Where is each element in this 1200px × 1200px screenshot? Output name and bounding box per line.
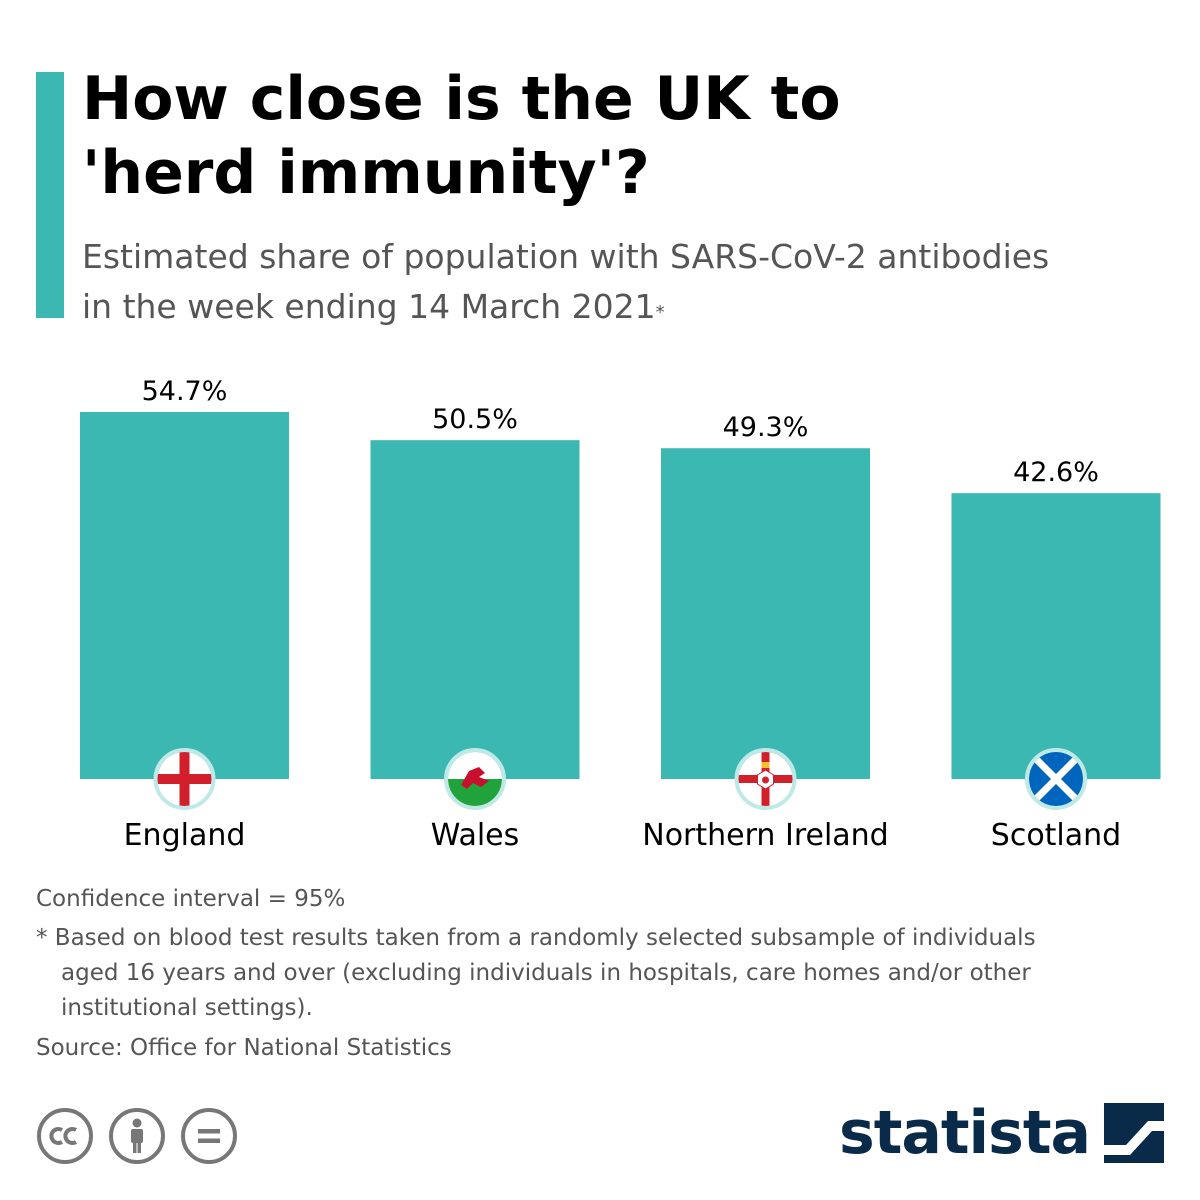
category-label: England [124, 818, 246, 853]
chart-title: How close is the UK to 'herd immunity'? [82, 62, 1172, 210]
bar[interactable] [80, 412, 289, 779]
category-label: Scotland [991, 818, 1121, 853]
bar-chart: 54.7% England 50.5% Wales 49.3% Northern Irel… [80, 376, 1161, 853]
no-derivatives-icon[interactable] [180, 1107, 238, 1165]
wales-flag-icon [444, 748, 506, 810]
bar[interactable] [370, 440, 580, 779]
bar[interactable] [661, 448, 870, 779]
brand-wordmark: statista [838, 1098, 1091, 1168]
category-label: Northern Ireland [642, 818, 888, 853]
value-label: 49.3% [723, 412, 809, 443]
subtitle-footnote-mark: * [655, 302, 665, 323]
subtitle-line-2: in the week ending 14 March 2021 [82, 287, 656, 326]
chart-subtitle: Estimated share of population with SARS-… [82, 232, 1172, 332]
statista-mark-icon [1104, 1103, 1164, 1163]
subtitle-line-1: Estimated share of population with SARS-… [82, 237, 1050, 276]
title-line-1: How close is the UK to [82, 64, 841, 134]
northern-ireland-flag-icon [734, 748, 797, 810]
scotland-flag-icon [1025, 748, 1087, 810]
bar-group-3: 42.6% Scotland [951, 457, 1161, 853]
value-label: 54.7% [142, 376, 228, 407]
statista-logo[interactable]: statista [839, 1098, 1164, 1168]
accent-bar [36, 72, 64, 318]
bar-group-0: 54.7% England [80, 376, 289, 853]
value-label: 50.5% [432, 404, 518, 435]
methodology-note: * Based on blood test results taken from… [36, 925, 1036, 1021]
source-note: Source: Office for National Statistics [36, 1035, 452, 1061]
confidence-note: Confidence interval = 95% [36, 886, 346, 912]
value-label: 42.6% [1013, 457, 1099, 488]
attribution-icon[interactable] [108, 1107, 166, 1165]
bar-group-2: 49.3% Northern Ireland [642, 412, 888, 853]
cc-icon[interactable] [36, 1107, 94, 1165]
title-line-2: 'herd immunity'? [82, 138, 650, 208]
england-flag-icon [153, 748, 216, 810]
license-icons [36, 1107, 238, 1165]
bar-group-1: 50.5% Wales [370, 404, 580, 853]
category-label: Wales [431, 818, 520, 853]
bar[interactable] [951, 493, 1161, 779]
